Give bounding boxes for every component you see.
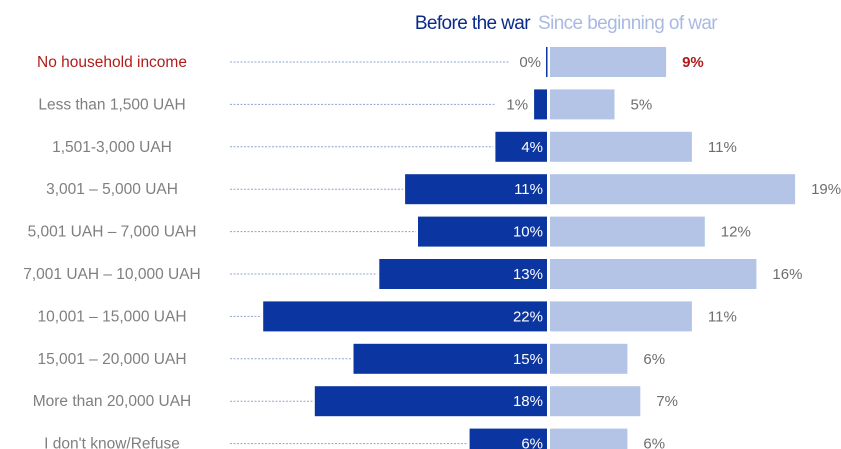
legend: Before the war Since beginning of war [415,13,719,34]
bar-before-the-war [314,386,547,417]
category-label: 1,501-3,000 UAH [52,139,172,156]
row-15-001-20-000-uah: 15,001 – 20,000 UAH 15% 6% [37,343,665,374]
bar-before-the-war [469,428,547,449]
bar-since-beginning-of-war [550,47,667,77]
row-10-001-15-000-uah: 10,001 – 15,000 UAH 22% 11% [37,301,737,332]
value-label-before-the-war: 18% [513,393,543,410]
value-label-before-the-war: 22% [513,308,543,325]
value-label-since-beginning-of-war: 11% [708,308,737,325]
category-label: More than 20,000 UAH [33,393,192,410]
bar-before-the-war [405,174,547,205]
bar-before-the-war [534,89,547,120]
bar-since-beginning-of-war [550,301,692,332]
value-label-since-beginning-of-war: 19% [811,181,841,198]
row-3-001-5-000-uah: 3,001 – 5,000 UAH 11% 19% [46,174,841,205]
legend-before-the-war: Before the war [415,13,531,34]
row-1-501-3-000-uah: 1,501-3,000 UAH 4% 11% [52,131,737,162]
category-label: 10,001 – 15,000 UAH [37,308,186,325]
category-label: No household income [37,54,187,71]
bar-before-the-war [353,343,547,374]
bar-before-the-war [263,301,547,332]
bar-since-beginning-of-war [550,259,757,289]
bar-before-the-war [379,259,547,289]
row-5-001-uah-7-000-uah: 5,001 UAH – 7,000 UAH 10% 12% [28,216,751,247]
chart-rows: No household income 0% 9% Less than 1,500 U… [23,47,841,449]
row-no-household-income: No household income 0% 9% [37,47,704,77]
value-label-before-the-war: 6% [521,436,543,449]
category-label: 3,001 – 5,000 UAH [46,181,178,198]
value-label-before-the-war: 15% [513,351,543,368]
value-label-since-beginning-of-war: 6% [643,351,665,368]
bar-since-beginning-of-war [550,216,705,247]
bar-before-the-war [495,131,547,162]
value-label-since-beginning-of-war: 16% [772,266,802,283]
bar-before-the-war [546,47,548,77]
value-label-since-beginning-of-war: 7% [656,393,678,410]
bar-before-the-war [418,216,547,247]
value-label-before-the-war: 11% [514,181,543,198]
bar-since-beginning-of-war [550,131,692,162]
bar-since-beginning-of-war [550,386,641,417]
value-label-since-beginning-of-war: 9% [682,54,704,71]
category-label: 7,001 UAH – 10,000 UAH [23,266,201,283]
row-7-001-uah-10-000-uah: 7,001 UAH – 10,000 UAH 13% 16% [23,259,802,289]
row-more-than-20-000-uah: More than 20,000 UAH 18% 7% [33,386,678,417]
value-label-before-the-war: 4% [521,139,543,156]
bar-since-beginning-of-war [550,343,628,374]
row-i-don-t-know-refuse: I don't know/Refuse 6% 6% [44,428,665,449]
bar-since-beginning-of-war [550,89,615,120]
value-label-before-the-war: 10% [513,224,543,241]
legend-since-beginning-of-war: Since beginning of war [538,13,718,34]
category-label: 15,001 – 20,000 UAH [37,351,186,368]
row-less-than-1-500-uah: Less than 1,500 UAH 1% 5% [38,89,653,120]
category-label: Less than 1,500 UAH [38,96,185,113]
value-label-before-the-war: 13% [513,266,543,283]
category-label: I don't know/Refuse [44,436,180,449]
value-label-since-beginning-of-war: 5% [631,96,653,113]
value-label-since-beginning-of-war: 11% [708,139,737,156]
category-label: 5,001 UAH – 7,000 UAH [28,224,197,241]
value-label-since-beginning-of-war: 6% [643,436,665,449]
bar-since-beginning-of-war [550,174,796,205]
value-label-since-beginning-of-war: 12% [721,224,751,241]
bar-since-beginning-of-war [550,428,628,449]
value-label-before-the-war: 1% [506,96,528,113]
value-label-before-the-war: 0% [519,54,541,71]
